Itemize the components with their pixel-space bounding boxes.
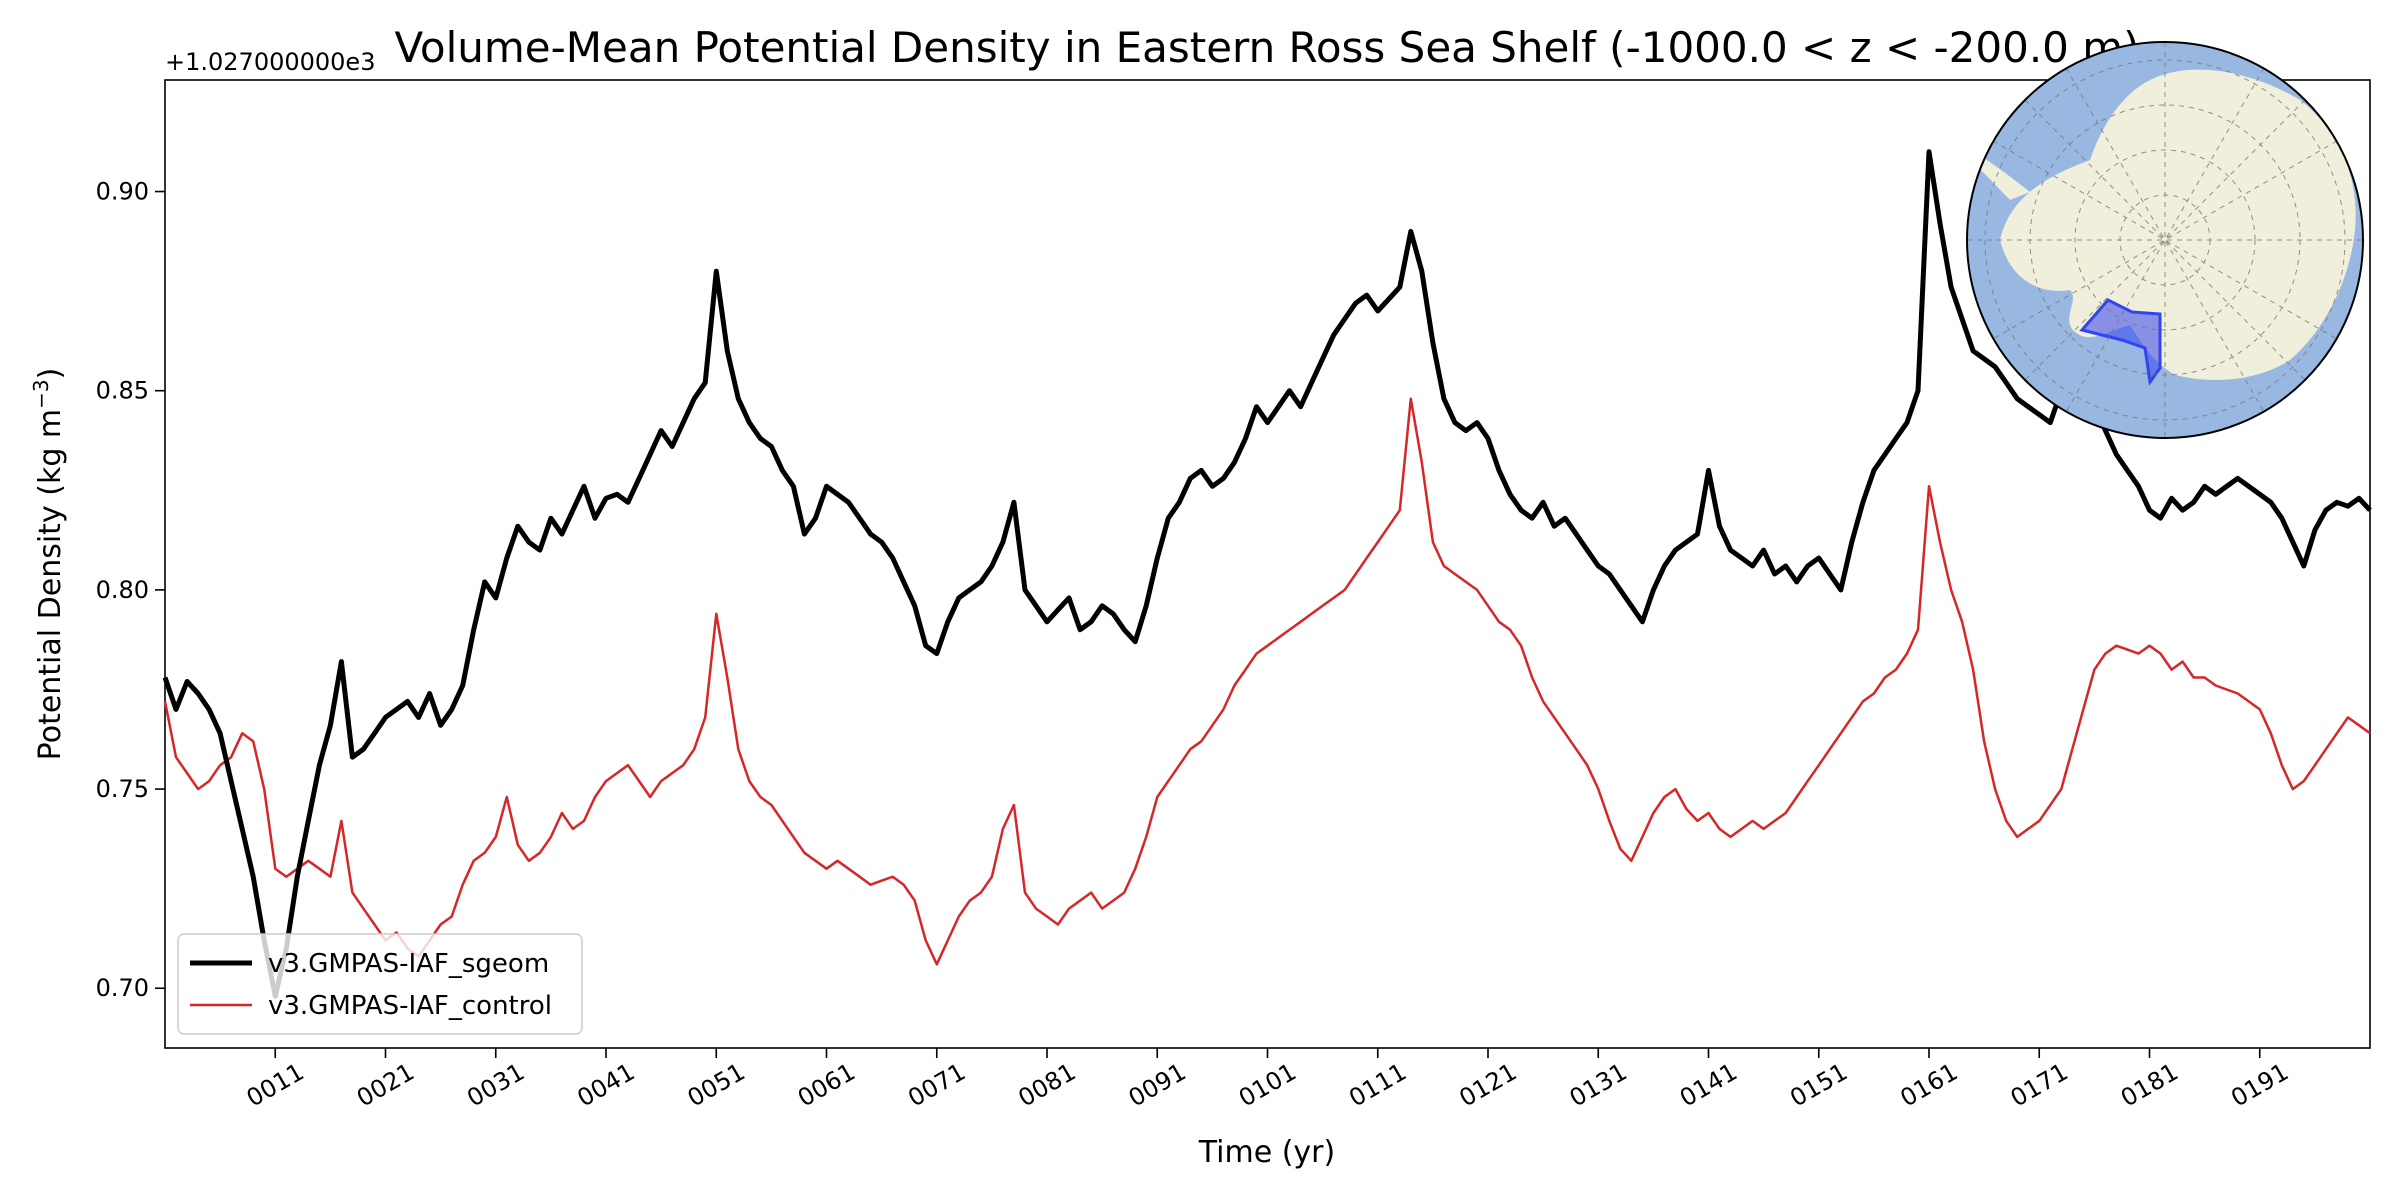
legend-box [177, 933, 583, 1035]
y-offset-label: +1.027000000e3 [165, 48, 375, 76]
inset-border [1966, 41, 2364, 439]
chart-title: Volume-Mean Potential Density in Eastern… [394, 23, 2139, 72]
y-tick-label: 0.70 [96, 974, 149, 1002]
y-tick-label: 0.85 [96, 377, 149, 405]
legend-label-control: v3.GMPAS-IAF_control [268, 991, 552, 1021]
y-tick-label: 0.75 [96, 775, 149, 803]
y-axis-label: Potential Density (kg m−3) [29, 368, 68, 761]
inset-eastern-ross-sea-region [2079, 298, 2162, 386]
x-axis-label: Time (yr) [1198, 1135, 1335, 1170]
inset-antarctic-peninsula [1970, 152, 2030, 200]
legend: v3.GMPAS-IAF_sgeom v3.GMPAS-IAF_control [177, 933, 583, 1035]
y-tick-label: 0.90 [96, 178, 149, 206]
inset-antarctica-landmass [2000, 69, 2356, 380]
y-axis-ticks: 0.70 0.75 0.80 0.85 0.90 [96, 178, 165, 1002]
y-axis-label-main: Potential Density (kg m [33, 409, 68, 760]
inset-map [1966, 41, 2364, 439]
y-axis-label-exponent: −3 [29, 379, 53, 408]
series-layer [162, 149, 2372, 999]
y-axis-label-close: ) [33, 368, 68, 380]
series-line-0 [162, 149, 2372, 999]
series-line-1 [163, 397, 2371, 966]
legend-label-sgeom: v3.GMPAS-IAF_sgeom [268, 949, 549, 979]
inset-graticule [1967, 42, 2363, 438]
y-tick-label: 0.80 [96, 576, 149, 604]
